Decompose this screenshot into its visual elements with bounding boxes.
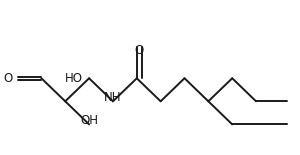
- Text: O: O: [134, 44, 144, 58]
- Text: OH: OH: [80, 114, 98, 127]
- Text: HO: HO: [65, 72, 83, 85]
- Text: NH: NH: [104, 91, 122, 104]
- Text: O: O: [3, 72, 12, 85]
